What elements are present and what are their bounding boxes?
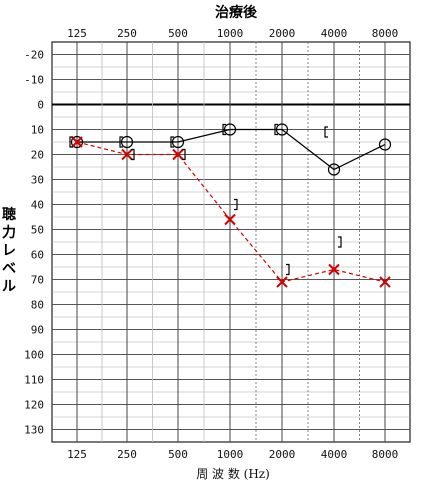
data-point-bracket-right bbox=[286, 263, 290, 276]
data-point-circle bbox=[378, 138, 392, 151]
series-line bbox=[77, 128, 386, 171]
grid bbox=[51, 41, 411, 443]
y-tick-label: 120 bbox=[24, 399, 44, 412]
data-point-circle bbox=[70, 135, 84, 149]
x-tick-label: 1000 bbox=[217, 27, 244, 40]
y-axis-label-char: レ bbox=[2, 243, 16, 259]
y-tick-label: -20 bbox=[24, 49, 44, 62]
data-point-bracket-left bbox=[119, 136, 123, 148]
y-tick-label: -10 bbox=[24, 74, 44, 87]
data-point-cross bbox=[328, 263, 340, 276]
data-point-circle bbox=[327, 163, 341, 176]
x-tick-label: 250 bbox=[117, 448, 137, 461]
x-tick-label: 8000 bbox=[372, 27, 399, 40]
data-point-cross bbox=[71, 136, 83, 148]
y-tick-label: 130 bbox=[24, 424, 44, 437]
x-tick-label: 4000 bbox=[321, 27, 348, 40]
data-point-circle bbox=[171, 135, 185, 149]
data-point-cross bbox=[172, 148, 184, 161]
y-tick-label: 100 bbox=[24, 349, 44, 362]
data-point-bracket-left bbox=[324, 126, 328, 138]
data-point-bracket-right bbox=[338, 236, 342, 248]
y-axis-label-char: ベ bbox=[2, 261, 16, 277]
x-tick-label: 1000 bbox=[217, 448, 244, 461]
data-point-bracket-left bbox=[274, 123, 278, 136]
data-point-bracket-left bbox=[170, 136, 174, 148]
data-point-cross bbox=[224, 213, 236, 226]
y-tick-label: 60 bbox=[31, 249, 44, 262]
chart-title: 治療後 bbox=[215, 4, 258, 21]
y-tick-labels: -20 -10 0 10 20 30 40 50 60 70 80 90 100 110 120 130 bbox=[24, 49, 44, 437]
x-tick-label: 125 bbox=[67, 448, 87, 461]
data-point-cross bbox=[379, 276, 391, 288]
x-tick-label: 2000 bbox=[269, 448, 296, 461]
data-point-bracket-right bbox=[131, 148, 135, 161]
y-axis-label-char: 聴 bbox=[2, 207, 16, 223]
x-tick-labels-bottom: 125 250 500 1000 2000 4000 8000 bbox=[67, 448, 398, 461]
x-tick-label: 500 bbox=[168, 27, 188, 40]
data-point-bracket-right bbox=[182, 148, 186, 161]
data-point-circle bbox=[120, 135, 134, 149]
data-point-bracket-right bbox=[234, 198, 238, 211]
series-line bbox=[76, 141, 386, 283]
data-point-circle bbox=[223, 123, 237, 136]
x-tick-labels-top: 125 250 500 1000 2000 4000 8000 bbox=[67, 27, 398, 40]
data-point-circle bbox=[275, 123, 289, 136]
y-tick-label: 50 bbox=[31, 224, 44, 237]
y-tick-label: 20 bbox=[31, 149, 44, 162]
x-tick-label: 2000 bbox=[269, 27, 296, 40]
data-point-bracket-left bbox=[69, 136, 73, 148]
y-tick-label: 80 bbox=[31, 299, 44, 312]
x-tick-label: 500 bbox=[168, 448, 188, 461]
y-tick-label: 90 bbox=[31, 324, 44, 337]
y-tick-label: 0 bbox=[37, 99, 44, 112]
y-tick-label: 40 bbox=[31, 199, 44, 212]
y-tick-label: 30 bbox=[31, 174, 44, 187]
x-tick-label: 8000 bbox=[372, 448, 399, 461]
x-tick-label: 4000 bbox=[321, 448, 348, 461]
y-axis-label-char: ル bbox=[2, 279, 16, 295]
y-tick-label: 70 bbox=[31, 274, 44, 287]
data-point-cross bbox=[121, 148, 133, 161]
data-point-bracket-left bbox=[222, 123, 226, 136]
series bbox=[69, 123, 392, 288]
y-tick-label: 110 bbox=[24, 374, 44, 387]
data-point-cross bbox=[276, 276, 288, 288]
y-tick-label: 10 bbox=[31, 124, 44, 137]
x-tick-label: 125 bbox=[67, 27, 87, 40]
y-axis-label-char: 力 bbox=[2, 224, 16, 241]
x-tick-label: 250 bbox=[117, 27, 137, 40]
x-axis-label: 周 波 数 (Hz) bbox=[196, 466, 270, 481]
